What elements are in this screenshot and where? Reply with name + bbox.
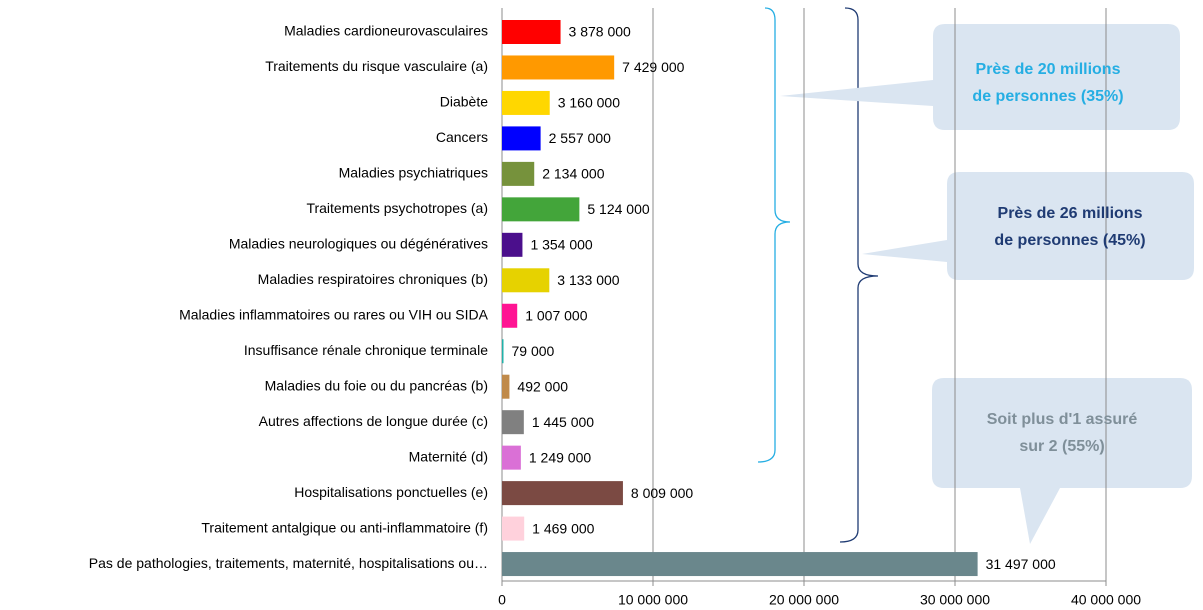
y-tick-label: Traitements du risque vasculaire (a) [265,58,488,74]
x-tick-label: 30 000 000 [920,592,990,608]
data-label: 3 133 000 [557,272,619,288]
y-tick-label: Pas de pathologies, traitements, materni… [89,555,488,571]
data-label: 1 249 000 [529,449,591,465]
y-tick-label: Diabète [440,94,488,110]
y-tick-label: Maladies psychiatriques [339,165,488,181]
bar [502,20,561,44]
bar [502,410,524,435]
data-label: 1 445 000 [532,414,594,430]
bar [502,481,623,506]
bar [502,445,521,470]
y-tick-label: Maladies inflammatoires ou rares ou VIH … [179,306,489,322]
callout-text: de personnes (35%) [972,88,1123,105]
bar [502,268,550,293]
data-label: 2 134 000 [542,166,604,182]
y-tick-label: Maladies cardioneurovasculaires [284,23,488,39]
callout-text: sur 2 (55%) [1019,438,1104,455]
data-label: 1 469 000 [532,520,594,536]
data-label: 8 009 000 [631,485,693,501]
callout-text: Près de 20 millions [976,61,1121,78]
y-tick-label: Cancers [436,129,488,145]
bar [502,126,541,151]
x-tick-label: 40 000 000 [1071,592,1141,608]
brace-45 [839,7,879,543]
data-label: 2 557 000 [549,130,611,146]
data-label: 492 000 [517,378,568,394]
x-tick-label: 0 [498,592,506,608]
data-label: 1 354 000 [530,237,592,253]
data-label: 7 429 000 [622,59,684,75]
y-tick-label: Maternité (d) [409,448,488,464]
callout-text: de personnes (45%) [994,232,1145,249]
bar [502,374,510,399]
y-tick-label: Traitements psychotropes (a) [306,200,488,216]
y-tick-label: Traitement antalgique ou anti-inflammato… [201,519,488,535]
callout-text: Soit plus d'1 assuré [987,411,1138,428]
bar [502,55,615,80]
y-tick-label: Maladies du foie ou du pancréas (b) [265,377,488,393]
data-label: 3 160 000 [558,95,620,111]
callout-box [862,172,1194,280]
data-label: 1 007 000 [525,307,587,323]
brace-35 [757,7,791,463]
callout-box [780,24,1180,130]
bar [502,552,978,577]
y-tick-label: Autres affections de longue durée (c) [259,413,488,429]
y-tick-label: Maladies neurologiques ou dégénératives [229,236,488,252]
bar [502,516,525,541]
bar [502,303,518,328]
x-tick-label: 10 000 000 [618,592,688,608]
bar [502,197,580,222]
y-tick-label: Insuffisance rénale chronique terminale [244,342,488,358]
y-tick-label: Maladies respiratoires chroniques (b) [258,271,488,287]
callout-box [932,378,1192,544]
data-label: 5 124 000 [587,201,649,217]
data-label: 31 497 000 [986,556,1056,572]
y-tick-label: Hospitalisations ponctuelles (e) [294,484,488,500]
callout-text: Près de 26 millions [998,205,1143,222]
bar [502,90,550,115]
data-label: 79 000 [512,343,555,359]
bar [502,161,535,186]
x-tick-label: 20 000 000 [769,592,839,608]
bar [502,339,504,364]
data-label: 3 878 000 [569,24,631,40]
bar [502,232,523,257]
